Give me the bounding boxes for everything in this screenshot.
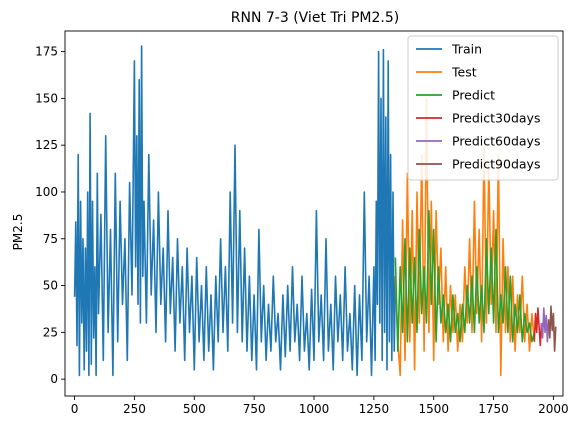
- axes: 0 250 500 750 1000 1250 1500 1750 2000 0 25 50 75 100…: [35, 30, 569, 416]
- x-tick-label: 500: [183, 402, 206, 416]
- series-line-0: [73, 45, 397, 377]
- series-line-3: [533, 307, 543, 347]
- series-line-2: [394, 209, 536, 352]
- plot-lines: [73, 45, 557, 377]
- series-line-5: [547, 305, 557, 352]
- legend: Train Test Predict Predict30days Predict60da…: [407, 35, 559, 181]
- x-tick-label: 1250: [359, 402, 390, 416]
- legend-box: [407, 35, 559, 181]
- x-tick-label: 750: [243, 402, 266, 416]
- y-tick-label: 100: [35, 185, 58, 199]
- y-tick-label: 0: [50, 372, 58, 386]
- y-tick-label: 175: [35, 45, 58, 59]
- y-tick-label: 125: [35, 138, 58, 152]
- legend-label-4: Predict60days: [452, 134, 540, 149]
- y-tick-label: 25: [43, 325, 58, 339]
- legend-label-2: Predict: [452, 88, 495, 103]
- y-tick-label: 50: [43, 279, 58, 293]
- x-tick-label: 1500: [418, 402, 449, 416]
- legend-label-5: Predict90days: [452, 157, 540, 172]
- legend-label-3: Predict30days: [452, 111, 540, 126]
- legend-label-0: Train: [451, 42, 482, 57]
- x-tick-label: 250: [123, 402, 146, 416]
- series-line-4: [540, 307, 550, 343]
- x-tick-label: 2000: [538, 402, 569, 416]
- y-tick-label: 75: [43, 232, 58, 246]
- y-tick-label: 150: [35, 91, 58, 105]
- y-axis-label: PM2.5: [11, 214, 25, 251]
- chart-title: RNN 7-3 (Viet Tri PM2.5): [231, 10, 399, 26]
- x-tick-label: 0: [71, 402, 79, 416]
- legend-label-1: Test: [451, 65, 477, 80]
- x-tick-label: 1000: [299, 402, 330, 416]
- x-tick-label: 1750: [478, 402, 509, 416]
